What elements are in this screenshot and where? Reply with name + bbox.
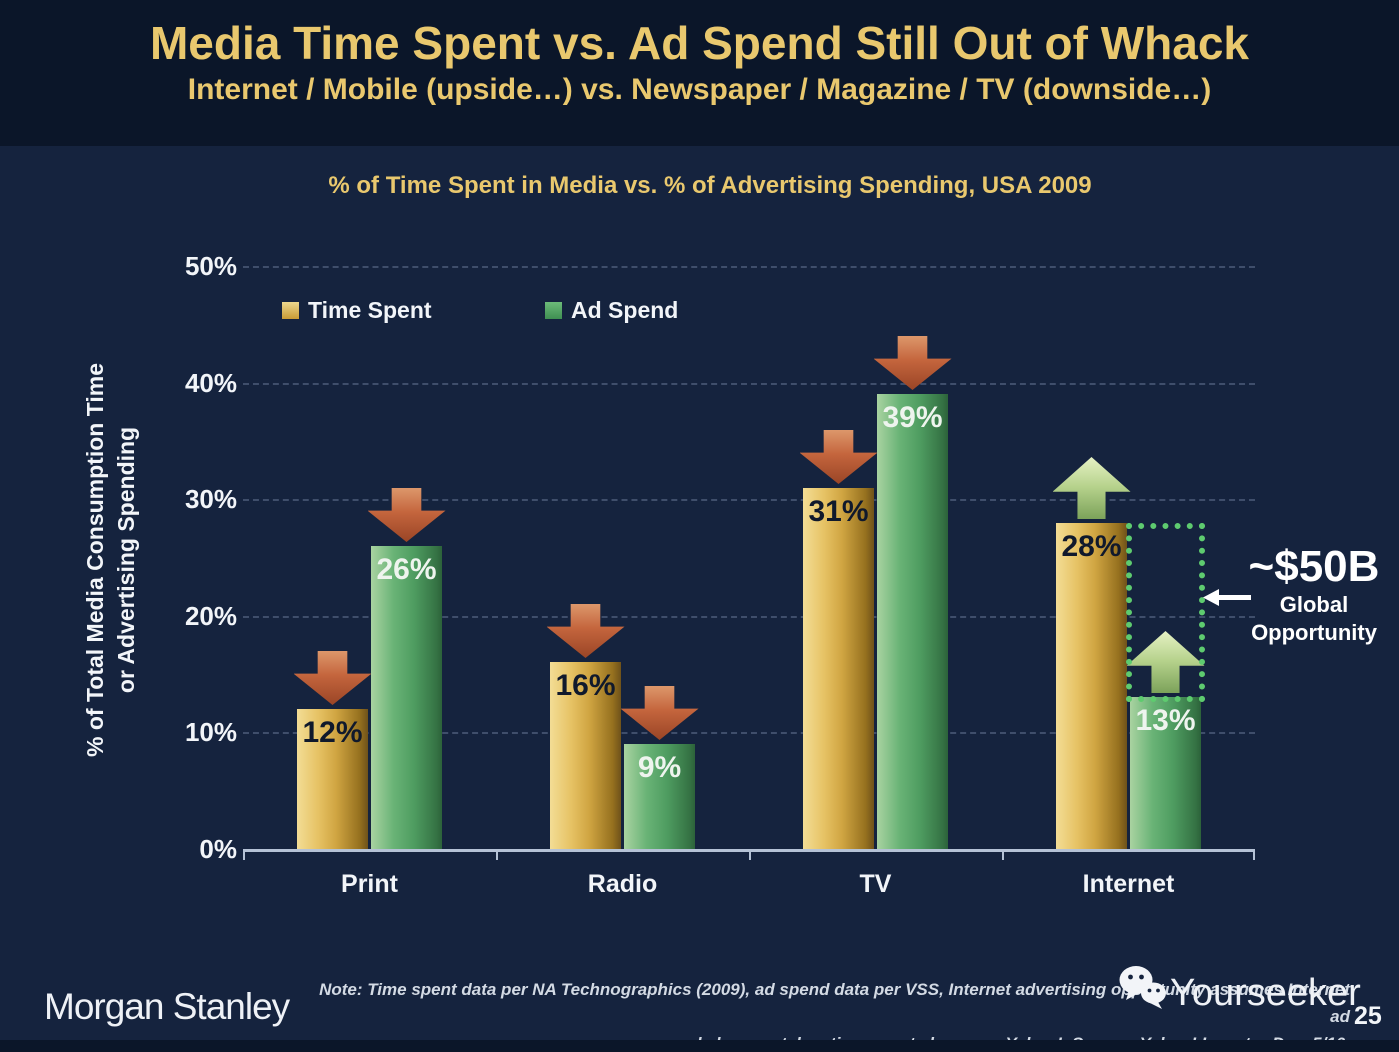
bar-slot: 13%: [1126, 631, 1205, 849]
x-axis-tick: [1253, 852, 1255, 860]
bar-slot: 28%: [1052, 457, 1131, 849]
source-note-line1: Note: Time spent data per NA Technograph…: [319, 980, 1350, 1026]
morgan-stanley-logo: Morgan Stanley: [44, 986, 290, 1027]
y-tick-10: 10%: [184, 717, 237, 747]
plot-area: 12% 26% 16% 9% 31% 39% 28% 13%: [243, 266, 1255, 860]
legend-label-ad-spend: Ad Spend: [571, 297, 679, 323]
down-arrow-icon: [799, 430, 878, 484]
opportunity-label-line1: Global: [1279, 592, 1349, 617]
bar-slot: 12%: [293, 651, 372, 849]
opportunity-label-line2: Opportunity: [1251, 620, 1377, 645]
bar-group-tv: 31% 39%: [749, 266, 1002, 849]
bar-group-internet: 28% 13%: [1002, 266, 1255, 849]
bar-time-spent-internet: 28%: [1056, 523, 1127, 849]
y-tick-20: 20%: [184, 601, 237, 631]
wechat-icon: [1119, 966, 1166, 1009]
bar-slot: 31%: [799, 430, 878, 849]
category-label-internet: Internet: [1082, 870, 1175, 898]
chart-title: % of Time Spent in Media vs. % of Advert…: [328, 172, 1092, 199]
gridline-40%: [243, 383, 1255, 385]
gridline-20%: [243, 616, 1255, 618]
slide-header: Media Time Spent vs. Ad Spend Still Out …: [0, 0, 1399, 146]
bar-slot: 26%: [367, 488, 446, 849]
bar-time-spent-tv: 31%: [803, 488, 874, 849]
bar-value-label: 9%: [637, 751, 682, 784]
bar-value-label: 12%: [302, 716, 363, 749]
category-label-radio: Radio: [587, 870, 658, 898]
gridline-50%: [243, 266, 1255, 268]
up-arrow-icon: [1052, 457, 1131, 519]
bar-ad-spend-radio: 9%: [624, 744, 695, 849]
category-label-print: Print: [341, 870, 398, 898]
bar-ad-spend-tv: 39%: [877, 394, 948, 849]
y-tick-40: 40%: [184, 368, 237, 398]
x-axis-tick: [243, 852, 245, 860]
y-axis-title-line1: % of Total Media Consumption Time: [82, 363, 108, 757]
bar-value-label: 28%: [1061, 530, 1122, 563]
gridline-10%: [243, 732, 1255, 734]
opportunity-annotation: ~$50B Global Opportunity: [1238, 543, 1390, 647]
down-arrow-icon: [620, 686, 699, 740]
bottom-strip: [0, 1040, 1399, 1052]
bar-value-label: 16%: [555, 669, 616, 702]
bar-slot: 39%: [873, 336, 952, 849]
watermark-text: Yourseeker: [1170, 972, 1361, 1014]
category-label-tv: TV: [859, 870, 892, 898]
bar-group-print: 12% 26%: [243, 266, 496, 849]
legend-label-time-spent: Time Spent: [308, 297, 432, 323]
page-number: 25: [1354, 1002, 1382, 1030]
legend-item-ad-spend: Ad Spend: [545, 297, 678, 324]
bar-value-label: 31%: [808, 495, 869, 528]
x-axis-tick: [496, 852, 498, 860]
bar-slot: 16%: [546, 604, 625, 849]
bar-value-label: 39%: [882, 401, 943, 434]
bar-time-spent-radio: 16%: [550, 662, 621, 849]
y-tick-30: 30%: [184, 484, 237, 514]
gridline-30%: [243, 499, 1255, 501]
bar-group-radio: 16% 9%: [496, 266, 749, 849]
opportunity-value: ~$50B: [1248, 542, 1380, 591]
slide-title: Media Time Spent vs. Ad Spend Still Out …: [149, 17, 1250, 69]
bar-slot: 9%: [620, 686, 699, 849]
down-arrow-icon: [367, 488, 446, 542]
down-arrow-icon: [546, 604, 625, 658]
down-arrow-icon: [873, 336, 952, 390]
left-arrow-icon: [1203, 589, 1251, 606]
bar-ad-spend-print: 26%: [371, 546, 442, 849]
time-spent-swatch-icon: [282, 302, 299, 319]
x-axis-tick: [749, 852, 751, 860]
y-tick-50: 50%: [184, 251, 237, 281]
bar-time-spent-print: 12%: [297, 709, 368, 849]
down-arrow-icon: [293, 651, 372, 705]
bar-value-label: 26%: [376, 553, 437, 586]
bar-value-label: 13%: [1135, 704, 1196, 737]
legend-item-time-spent: Time Spent: [282, 297, 432, 324]
slide-subtitle: Internet / Mobile (upside…) vs. Newspape…: [187, 73, 1212, 106]
y-tick-0: 0%: [199, 834, 237, 864]
bar-ad-spend-internet: 13%: [1130, 697, 1201, 849]
ad-spend-swatch-icon: [545, 302, 562, 319]
opportunity-dotted-rect: [1126, 523, 1205, 702]
x-axis-tick: [1002, 852, 1004, 860]
